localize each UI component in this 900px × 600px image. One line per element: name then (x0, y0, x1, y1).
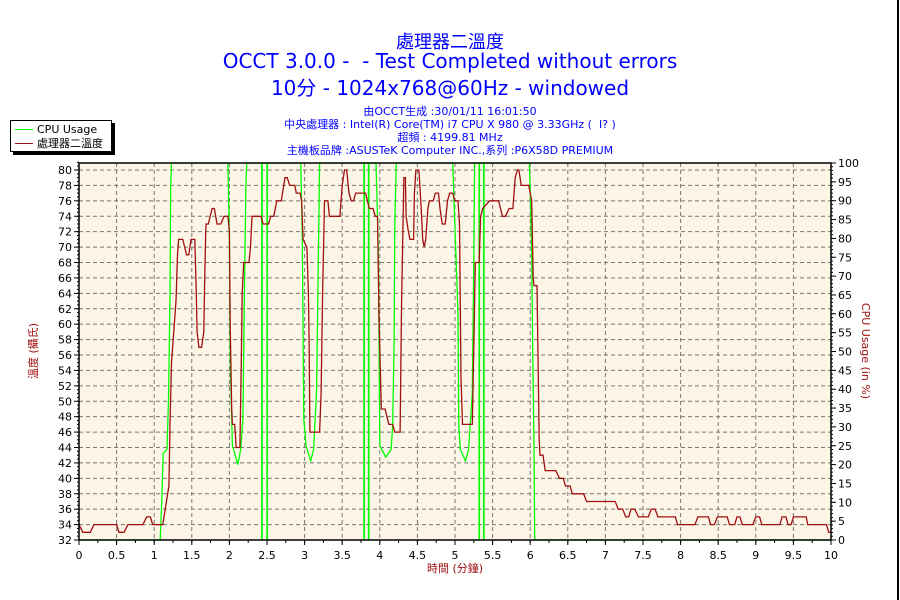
x-tick-label: 0 (76, 549, 83, 562)
y2-tick-label: 65 (838, 289, 852, 302)
x-tick-label: 8 (677, 549, 684, 562)
y-tick-label: 64 (58, 287, 72, 300)
y-tick-label: 54 (58, 364, 72, 377)
y-tick-label: 60 (58, 318, 72, 331)
y-tick-label: 32 (58, 534, 72, 547)
y-tick-label: 44 (58, 442, 72, 455)
x-tick-label: 3 (301, 549, 308, 562)
series-line-temperature (78, 169, 831, 533)
y-tick-label: 62 (58, 303, 72, 316)
x-tick-label: 6 (527, 549, 534, 562)
window-edge (897, 0, 899, 600)
x-tick-label: 8.5 (709, 549, 727, 562)
y-tick-label: 50 (58, 395, 72, 408)
y-tick-label: 68 (58, 257, 72, 270)
y-tick-label: 76 (58, 195, 72, 208)
chart-subtitle-test: OCCT 3.0.0 - - Test Completed without er… (222, 49, 678, 73)
x-tick-label: 2.5 (258, 549, 276, 562)
y2-tick-label: 25 (838, 440, 852, 453)
info-cpu: 中央處理器 : Intel(R) Core(TM) i7 CPU X 980 @… (284, 118, 616, 131)
y2-tick-label: 20 (838, 459, 852, 472)
x-tick-label: 2 (226, 549, 233, 562)
y-tick-label: 34 (58, 519, 72, 532)
y2-tick-label: 100 (838, 157, 859, 170)
legend-item-cpu: CPU Usage (15, 122, 97, 136)
y-axis-label: 溫度 (攝氏) (26, 323, 40, 379)
x-tick-label: 5 (452, 549, 459, 562)
y2-tick-label: 40 (838, 383, 852, 396)
chart-subtitle-mode: 10分 - 1024x768@60Hz - windowed (270, 76, 630, 100)
y-tick-label: 36 (58, 503, 72, 516)
info-motherboard: 主機板品牌 :ASUSTeK Computer INC.,系列 :P6X58D … (286, 144, 614, 157)
y2-tick-label: 90 (838, 195, 852, 208)
x-tick-label: 7.5 (634, 549, 652, 562)
x-axis-label: 時間 (分鐘) (427, 561, 483, 575)
legend: CPU Usage 處理器二溫度 (10, 120, 112, 152)
x-tick-label: 9 (752, 549, 759, 562)
x-tick-label: 1.5 (183, 549, 201, 562)
legend-item-temp: 處理器二溫度 (15, 136, 103, 150)
legend-swatch-cpu (15, 128, 33, 130)
y-tick-label: 58 (58, 334, 72, 347)
x-tick-label: 3.5 (333, 549, 351, 562)
y2-tick-label: 30 (838, 421, 852, 434)
y2-axis-label: CPU Usage (in %) (859, 303, 872, 399)
y2-tick-label: 95 (838, 176, 852, 189)
y-tick-label: 72 (58, 226, 72, 239)
x-tick-label: 10 (824, 549, 838, 562)
y2-tick-label: 80 (838, 232, 852, 245)
y2-tick-label: 50 (838, 346, 852, 359)
y-tick-label: 74 (58, 210, 72, 223)
x-tick-label: 1 (151, 549, 158, 562)
y-tick-label: 40 (58, 472, 72, 485)
y2-tick-label: 70 (838, 270, 852, 283)
y-tick-label: 70 (58, 241, 72, 254)
x-tick-label: 4 (376, 549, 383, 562)
y2-tick-label: 75 (838, 251, 852, 264)
y2-tick-label: 5 (838, 515, 845, 528)
y2-tick-label: 85 (838, 214, 852, 227)
y-tick-label: 80 (58, 164, 72, 177)
x-tick-label: 4.5 (409, 549, 427, 562)
x-tick-label: 0.5 (108, 549, 126, 562)
legend-label-cpu: CPU Usage (37, 122, 98, 136)
y-tick-label: 52 (58, 380, 72, 393)
y-tick-label: 56 (58, 349, 72, 362)
x-tick-label: 9.5 (785, 549, 803, 562)
legend-swatch-temp (15, 142, 33, 144)
x-tick-label: 7 (602, 549, 609, 562)
chart-title: 處理器二溫度 (396, 32, 504, 53)
x-tick-label: 6.5 (559, 549, 577, 562)
y2-tick-label: 0 (838, 534, 845, 547)
y2-tick-label: 45 (838, 364, 852, 377)
y-tick-label: 46 (58, 426, 72, 439)
y-tick-label: 66 (58, 272, 72, 285)
y2-tick-label: 35 (838, 402, 852, 415)
info-generated: 由OCCT生成 :30/01/11 16:01:50 (363, 105, 537, 118)
x-tick-label: 5.5 (484, 549, 502, 562)
y2-tick-label: 10 (838, 496, 852, 509)
y-tick-label: 48 (58, 411, 72, 424)
info-overclock: 超頻 : 4199.81 MHz (397, 131, 503, 144)
y2-tick-label: 60 (838, 308, 852, 321)
y-tick-label: 38 (58, 488, 72, 501)
y-tick-label: 78 (58, 179, 72, 192)
y2-tick-label: 55 (838, 327, 852, 340)
legend-label-temp: 處理器二溫度 (37, 137, 103, 150)
y2-tick-label: 15 (838, 477, 852, 490)
y-tick-label: 42 (58, 457, 72, 470)
